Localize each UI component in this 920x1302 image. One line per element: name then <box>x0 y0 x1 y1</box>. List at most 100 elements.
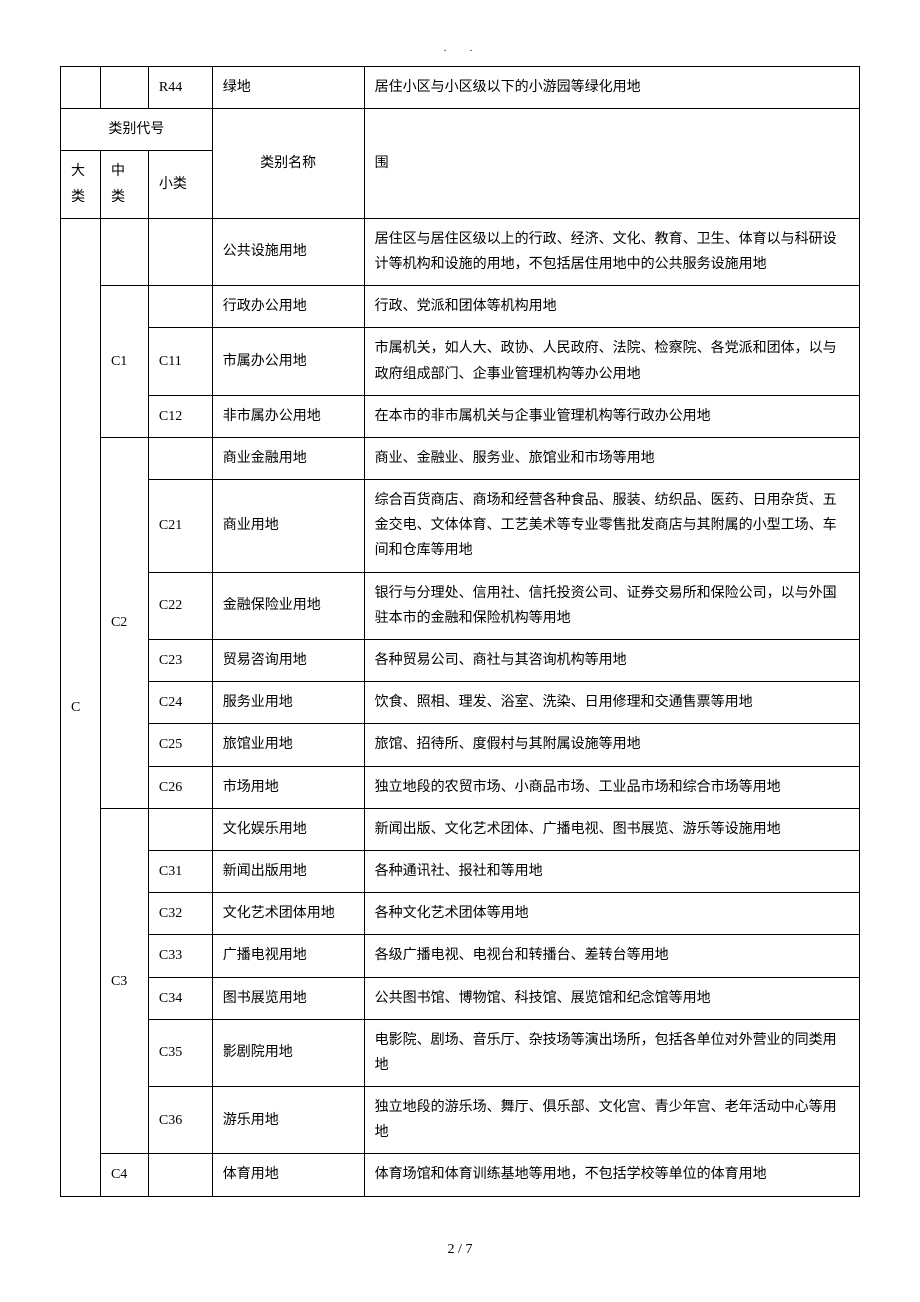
cell-xiao: C36 <box>148 1087 212 1154</box>
cell-fanwei: 独立地段的农贸市场、小商品市场、工业品市场和综合市场等用地 <box>364 766 859 808</box>
cell-fanwei: 各级广播电视、电视台和转播台、差转台等用地 <box>364 935 859 977</box>
cell-xiao: C31 <box>148 850 212 892</box>
cell-name: 旅馆业用地 <box>212 724 364 766</box>
table-row: C4 体育用地体育场馆和体育训练基地等用地，不包括学校等单位的体育用地 <box>61 1154 860 1196</box>
cell-name: 公共设施用地 <box>212 218 364 285</box>
cell-da <box>61 67 101 109</box>
cell-xiao: C21 <box>148 480 212 573</box>
cell-fanwei: 银行与分理处、信用社、信托投资公司、证券交易所和保险公司，以与外国驻本市的金融和… <box>364 572 859 639</box>
cell-fanwei: 各种通讯社、报社和等用地 <box>364 850 859 892</box>
table-row: C3文化娱乐用地新闻出版、文化艺术团体、广播电视、图书展览、游乐等设施用地 <box>61 808 860 850</box>
table-row: C26市场用地独立地段的农贸市场、小商品市场、工业品市场和综合市场等用地 <box>61 766 860 808</box>
table-row: C35影剧院用地电影院、剧场、音乐厅、杂技场等演出场所，包括各单位对外营业的同类… <box>61 1019 860 1086</box>
cell-xiao: C34 <box>148 977 212 1019</box>
cell-name: 体育用地 <box>212 1154 364 1196</box>
cell-xiao: C22 <box>148 572 212 639</box>
cell-name: 服务业用地 <box>212 682 364 724</box>
header-da: 大类 <box>61 151 101 218</box>
cell-fanwei: 各种文化艺术团体等用地 <box>364 893 859 935</box>
cell-name: 市属办公用地 <box>212 328 364 395</box>
cell-name: 非市属办公用地 <box>212 395 364 437</box>
table-row: C1行政办公用地行政、党派和团体等机构用地 <box>61 286 860 328</box>
cell-xiao: C35 <box>148 1019 212 1086</box>
table-row: C11市属办公用地市属机关，如人大、政协、人民政府、法院、检察院、各党派和团体，… <box>61 328 860 395</box>
table-row: C36游乐用地独立地段的游乐场、舞厅、俱乐部、文化宫、青少年宫、老年活动中心等用… <box>61 1087 860 1154</box>
cell-xiao: C32 <box>148 893 212 935</box>
table-row: C12非市属办公用地在本市的非市属机关与企事业管理机构等行政办公用地 <box>61 395 860 437</box>
cell-zhong: C4 <box>100 1154 148 1196</box>
page-number: 2 / 7 <box>60 1237 860 1262</box>
table-header-row: 类别代号类别名称围 <box>61 109 860 151</box>
cell-zhong <box>100 67 148 109</box>
cell-fanwei: 新闻出版、文化艺术团体、广播电视、图书展览、游乐等设施用地 <box>364 808 859 850</box>
table-row: C公共设施用地居住区与居住区级以上的行政、经济、文化、教育、卫生、体育以与科研设… <box>61 218 860 285</box>
cell-name: 绿地 <box>212 67 364 109</box>
cell-name: 商业金融用地 <box>212 437 364 479</box>
cell-xiao <box>148 808 212 850</box>
cell-xiao: C33 <box>148 935 212 977</box>
cell-fanwei: 旅馆、招待所、度假村与其附属设施等用地 <box>364 724 859 766</box>
cell-name: 市场用地 <box>212 766 364 808</box>
cell-xiao: C25 <box>148 724 212 766</box>
cell-name: 文化娱乐用地 <box>212 808 364 850</box>
cell-xiao: C26 <box>148 766 212 808</box>
landuse-table: R44绿地居住小区与小区级以下的小游园等绿化用地类别代号类别名称围大类中类小类C… <box>60 66 860 1197</box>
cell-fanwei: 商业、金融业、服务业、旅馆业和市场等用地 <box>364 437 859 479</box>
table-row: C31新闻出版用地各种通讯社、报社和等用地 <box>61 850 860 892</box>
header-zhong: 中类 <box>100 151 148 218</box>
cell-name: 广播电视用地 <box>212 935 364 977</box>
cell-fanwei: 饮食、照相、理发、浴室、洗染、日用修理和交通售票等用地 <box>364 682 859 724</box>
header-fanwei: 围 <box>364 109 859 219</box>
table-row: C25旅馆业用地旅馆、招待所、度假村与其附属设施等用地 <box>61 724 860 766</box>
table-row: C34图书展览用地公共图书馆、博物馆、科技馆、展览馆和纪念馆等用地 <box>61 977 860 1019</box>
table-row: C24服务业用地饮食、照相、理发、浴室、洗染、日用修理和交通售票等用地 <box>61 682 860 724</box>
cell-fanwei: 体育场馆和体育训练基地等用地，不包括学校等单位的体育用地 <box>364 1154 859 1196</box>
cell-xiao: R44 <box>148 67 212 109</box>
header-leibiename: 类别名称 <box>212 109 364 219</box>
table-row: C33广播电视用地各级广播电视、电视台和转播台、差转台等用地 <box>61 935 860 977</box>
cell-name: 行政办公用地 <box>212 286 364 328</box>
cell-fanwei: 行政、党派和团体等机构用地 <box>364 286 859 328</box>
table-row: C23贸易咨询用地各种贸易公司、商社与其咨询机构等用地 <box>61 640 860 682</box>
cell-fanwei: 独立地段的游乐场、舞厅、俱乐部、文化宫、青少年宫、老年活动中心等用地 <box>364 1087 859 1154</box>
cell-xiao <box>148 437 212 479</box>
cell-name: 贸易咨询用地 <box>212 640 364 682</box>
header-dots: . . <box>60 40 860 58</box>
cell-fanwei: 居住区与居住区级以上的行政、经济、文化、教育、卫生、体育以与科研设计等机构和设施… <box>364 218 859 285</box>
cell-zhong <box>100 218 148 285</box>
cell-xiao: C24 <box>148 682 212 724</box>
table-row: C2商业金融用地商业、金融业、服务业、旅馆业和市场等用地 <box>61 437 860 479</box>
cell-fanwei: 市属机关，如人大、政协、人民政府、法院、检察院、各党派和团体，以与政府组成部门、… <box>364 328 859 395</box>
cell-zhong: C1 <box>100 286 148 438</box>
cell-xiao <box>148 286 212 328</box>
cell-xiao <box>148 1154 212 1196</box>
cell-zhong: C2 <box>100 437 148 808</box>
cell-xiao <box>148 218 212 285</box>
cell-xiao: C12 <box>148 395 212 437</box>
cell-name: 影剧院用地 <box>212 1019 364 1086</box>
page-current: 2 <box>448 1242 455 1257</box>
cell-fanwei: 居住小区与小区级以下的小游园等绿化用地 <box>364 67 859 109</box>
cell-name: 商业用地 <box>212 480 364 573</box>
cell-xiao: C23 <box>148 640 212 682</box>
cell-name: 金融保险业用地 <box>212 572 364 639</box>
table-row: C32文化艺术团体用地各种文化艺术团体等用地 <box>61 893 860 935</box>
cell-fanwei: 在本市的非市属机关与企事业管理机构等行政办公用地 <box>364 395 859 437</box>
page-total: 7 <box>465 1242 472 1257</box>
table-row: C21商业用地综合百货商店、商场和经营各种食品、服装、纺织品、医药、日用杂货、五… <box>61 480 860 573</box>
cell-fanwei: 电影院、剧场、音乐厅、杂技场等演出场所，包括各单位对外营业的同类用地 <box>364 1019 859 1086</box>
cell-fanwei: 公共图书馆、博物馆、科技馆、展览馆和纪念馆等用地 <box>364 977 859 1019</box>
cell-zhong: C3 <box>100 808 148 1154</box>
cell-fanwei: 综合百货商店、商场和经营各种食品、服装、纺织品、医药、日用杂货、五金交电、文体体… <box>364 480 859 573</box>
cell-name: 文化艺术团体用地 <box>212 893 364 935</box>
cell-name: 图书展览用地 <box>212 977 364 1019</box>
cell-fanwei: 各种贸易公司、商社与其咨询机构等用地 <box>364 640 859 682</box>
header-xiao: 小类 <box>148 151 212 218</box>
table-row: R44绿地居住小区与小区级以下的小游园等绿化用地 <box>61 67 860 109</box>
cell-name: 游乐用地 <box>212 1087 364 1154</box>
cell-xiao: C11 <box>148 328 212 395</box>
header-leibiecode: 类别代号 <box>61 109 213 151</box>
table-row: C22金融保险业用地银行与分理处、信用社、信托投资公司、证券交易所和保险公司，以… <box>61 572 860 639</box>
cell-name: 新闻出版用地 <box>212 850 364 892</box>
cell-da: C <box>61 218 101 1196</box>
